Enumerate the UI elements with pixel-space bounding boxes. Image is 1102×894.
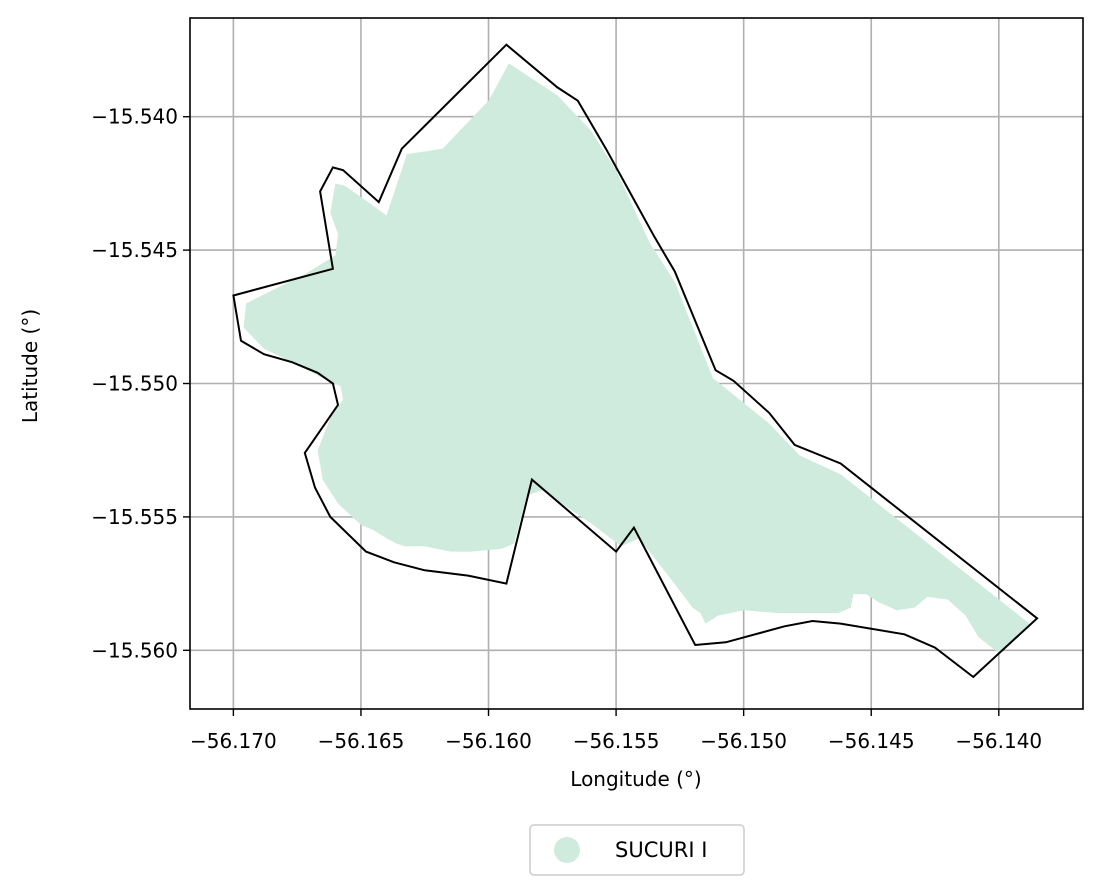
y-tick-label: −15.540 — [91, 105, 178, 129]
x-axis-ticks: −56.170 −56.165 −56.160 −56.155 −56.150 −56.1… — [190, 709, 1042, 753]
plot-frame — [189, 17, 1084, 710]
area-polygon — [243, 63, 1030, 653]
x-tick-label: −56.140 — [955, 729, 1042, 753]
y-axis-title: Latitude (°) — [18, 309, 42, 423]
x-tick-label: −56.150 — [700, 729, 787, 753]
y-tick-label: −15.545 — [91, 238, 178, 262]
x-tick-label: −56.165 — [318, 729, 405, 753]
legend-marker-sucuri — [554, 837, 580, 863]
x-tick-label: −56.145 — [828, 729, 915, 753]
y-tick-label: −15.555 — [91, 505, 178, 529]
x-tick-label: −56.170 — [190, 729, 277, 753]
x-axis-title: Longitude (°) — [570, 767, 701, 791]
x-tick-label: −56.160 — [445, 729, 532, 753]
legend-frame — [529, 824, 745, 876]
y-axis-ticks: −15.540 −15.545 −15.550 −15.555 −15.560 — [91, 105, 190, 662]
y-tick-label: −15.560 — [91, 638, 178, 662]
legend-label-sucuri: SUCURI I — [615, 838, 707, 862]
legend: SUCURI I — [529, 824, 745, 876]
x-tick-label: −56.155 — [573, 729, 660, 753]
boundary-outline — [232, 43, 1039, 679]
y-tick-label: −15.550 — [91, 372, 178, 396]
